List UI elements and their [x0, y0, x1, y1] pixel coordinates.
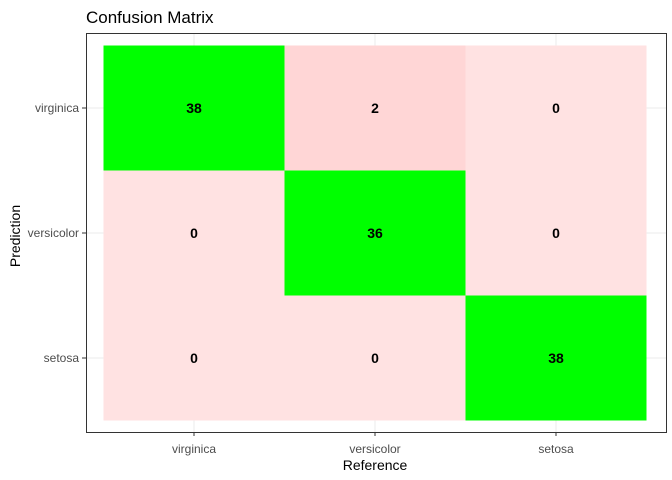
heatmap-cells: [103, 45, 647, 421]
heatmap-cell: [103, 170, 285, 296]
cell-value-label: 0: [552, 100, 560, 116]
cell-labels: 38 2 0 0 36 0 0 0 38: [186, 100, 564, 366]
cell-value-label: 36: [367, 225, 383, 241]
heatmap-cell: [465, 170, 647, 296]
heatmap-cell: [284, 170, 466, 296]
heatmap-cell: [284, 295, 466, 421]
heatmap-cell: [465, 295, 647, 421]
heatmap-cell: [103, 295, 285, 421]
cell-value-label: 38: [186, 100, 202, 116]
cell-value-label: 0: [190, 350, 198, 366]
y-tick-label: versicolor: [28, 226, 79, 240]
cell-value-label: 0: [190, 225, 198, 241]
y-tick-label: virginica: [35, 101, 79, 115]
y-tick-label: setosa: [44, 351, 80, 365]
cell-value-label: 38: [548, 350, 564, 366]
heatmap-cell: [284, 45, 466, 171]
x-tick-label: versicolor: [349, 442, 400, 456]
x-axis: virginica versicolor setosa: [172, 432, 574, 456]
x-tick-label: virginica: [172, 442, 216, 456]
x-tick-label: setosa: [538, 442, 574, 456]
chart-title: Confusion Matrix: [86, 8, 214, 27]
cell-value-label: 0: [552, 225, 560, 241]
panel-border: [86, 33, 667, 433]
heatmap-cell: [103, 45, 285, 171]
heatmap-cell: [465, 45, 647, 171]
x-axis-title: Reference: [343, 457, 408, 473]
y-axis-title: Prediction: [7, 205, 23, 267]
y-axis: virginica versicolor setosa: [28, 101, 86, 365]
cell-value-label: 2: [371, 100, 379, 116]
cell-value-label: 0: [371, 350, 379, 366]
